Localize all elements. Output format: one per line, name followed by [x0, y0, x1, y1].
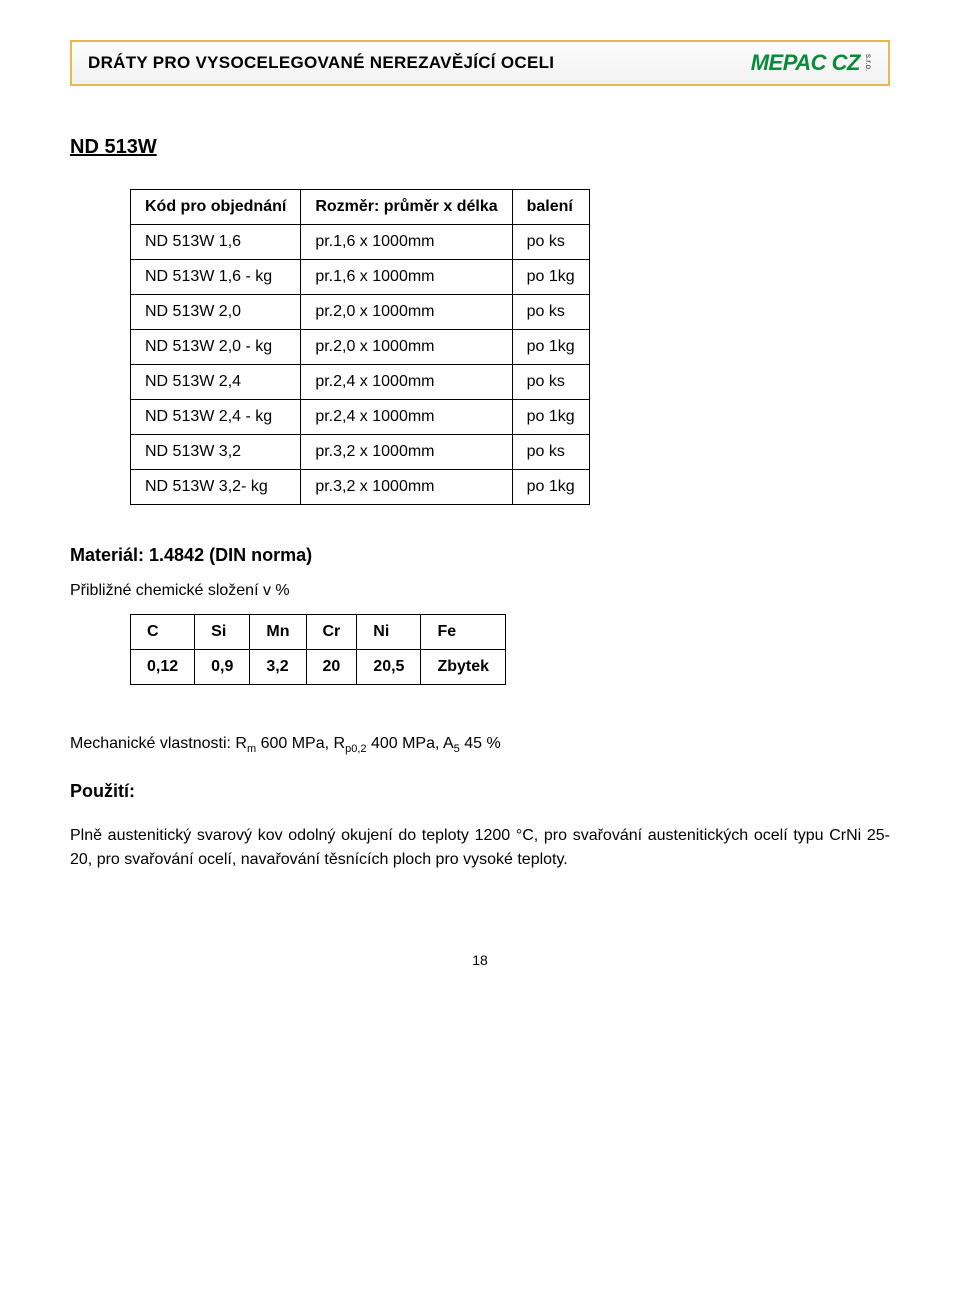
table-cell: ND 513W 3,2: [131, 435, 301, 470]
table-cell: ND 513W 2,0: [131, 295, 301, 330]
table-row: 0,120,93,22020,5Zbytek: [131, 650, 506, 685]
table-row: ND 513W 2,4 - kgpr.2,4 x 1000mmpo 1kg: [131, 400, 590, 435]
table-row: ND 513W 3,2- kgpr.3,2 x 1000mmpo 1kg: [131, 470, 590, 505]
col-pack: balení: [512, 190, 589, 225]
order-table: Kód pro objednání Rozměr: průměr x délka…: [130, 189, 590, 505]
table-cell: pr.1,6 x 1000mm: [301, 225, 512, 260]
table-cell: Zbytek: [421, 650, 506, 685]
composition-table: C Si Mn Cr Ni Fe 0,120,93,22020,5Zbytek: [130, 614, 506, 685]
mech-text: 400 MPa, A: [367, 735, 454, 752]
table-cell: 0,12: [131, 650, 195, 685]
mech-text: Mechanické vlastnosti: R: [70, 735, 247, 752]
col-fe: Fe: [421, 615, 506, 650]
col-ni: Ni: [357, 615, 421, 650]
table-cell: po 1kg: [512, 470, 589, 505]
table-cell: ND 513W 2,4: [131, 365, 301, 400]
composition-subhead: Přibližné chemické složení v %: [70, 582, 890, 600]
mech-text: 600 MPa, R: [256, 735, 345, 752]
table-cell: pr.3,2 x 1000mm: [301, 470, 512, 505]
logo-text: MEPAC CZ: [751, 50, 860, 76]
table-cell: pr.2,4 x 1000mm: [301, 400, 512, 435]
table-cell: ND 513W 2,0 - kg: [131, 330, 301, 365]
table-cell: pr.2,0 x 1000mm: [301, 330, 512, 365]
table-cell: po ks: [512, 435, 589, 470]
table-cell: pr.2,0 x 1000mm: [301, 295, 512, 330]
order-table-body: ND 513W 1,6pr.1,6 x 1000mmpo ksND 513W 1…: [131, 225, 590, 505]
col-si: Si: [195, 615, 250, 650]
mech-text: 45 %: [460, 735, 501, 752]
table-cell: ND 513W 1,6 - kg: [131, 260, 301, 295]
composition-table-body: 0,120,93,22020,5Zbytek: [131, 650, 506, 685]
col-code: Kód pro objednání: [131, 190, 301, 225]
table-cell: ND 513W 1,6: [131, 225, 301, 260]
table-cell: po 1kg: [512, 400, 589, 435]
table-header-row: C Si Mn Cr Ni Fe: [131, 615, 506, 650]
logo: MEPAC CZ s.r.o.: [751, 50, 872, 76]
use-body: Plně austenitický svarový kov odolný oku…: [70, 824, 890, 872]
table-header-row: Kód pro objednání Rozměr: průměr x délka…: [131, 190, 590, 225]
table-row: ND 513W 1,6pr.1,6 x 1000mmpo ks: [131, 225, 590, 260]
table-row: ND 513W 2,0pr.2,0 x 1000mmpo ks: [131, 295, 590, 330]
mechanical-properties: Mechanické vlastnosti: Rm 600 MPa, Rp0,2…: [70, 735, 890, 755]
table-cell: po ks: [512, 295, 589, 330]
col-cr: Cr: [306, 615, 357, 650]
table-cell: po 1kg: [512, 330, 589, 365]
table-cell: 3,2: [250, 650, 306, 685]
mech-sub-rp: p0,2: [345, 743, 366, 755]
col-mn: Mn: [250, 615, 306, 650]
header-title: DRÁTY PRO VYSOCELEGOVANÉ NEREZAVĚJÍCÍ OC…: [88, 53, 554, 73]
table-cell: po 1kg: [512, 260, 589, 295]
table-cell: 20: [306, 650, 357, 685]
mech-sub-m: m: [247, 743, 256, 755]
table-cell: po ks: [512, 365, 589, 400]
table-cell: pr.1,6 x 1000mm: [301, 260, 512, 295]
table-cell: pr.2,4 x 1000mm: [301, 365, 512, 400]
product-title: ND 513W: [70, 136, 890, 159]
table-cell: 20,5: [357, 650, 421, 685]
use-title: Použití:: [70, 781, 890, 802]
page-number: 18: [70, 952, 890, 968]
page: DRÁTY PRO VYSOCELEGOVANÉ NEREZAVĚJÍCÍ OC…: [0, 0, 960, 1008]
col-c: C: [131, 615, 195, 650]
logo-suffix: s.r.o.: [864, 54, 872, 71]
table-cell: po ks: [512, 225, 589, 260]
table-cell: ND 513W 3,2- kg: [131, 470, 301, 505]
material-label: Materiál: 1.4842 (DIN norma): [70, 545, 890, 566]
table-row: ND 513W 2,0 - kgpr.2,0 x 1000mmpo 1kg: [131, 330, 590, 365]
table-cell: 0,9: [195, 650, 250, 685]
table-row: ND 513W 2,4pr.2,4 x 1000mmpo ks: [131, 365, 590, 400]
table-cell: ND 513W 2,4 - kg: [131, 400, 301, 435]
col-size: Rozměr: průměr x délka: [301, 190, 512, 225]
table-row: ND 513W 1,6 - kgpr.1,6 x 1000mmpo 1kg: [131, 260, 590, 295]
header-bar: DRÁTY PRO VYSOCELEGOVANÉ NEREZAVĚJÍCÍ OC…: [70, 40, 890, 86]
table-cell: pr.3,2 x 1000mm: [301, 435, 512, 470]
table-row: ND 513W 3,2pr.3,2 x 1000mmpo ks: [131, 435, 590, 470]
